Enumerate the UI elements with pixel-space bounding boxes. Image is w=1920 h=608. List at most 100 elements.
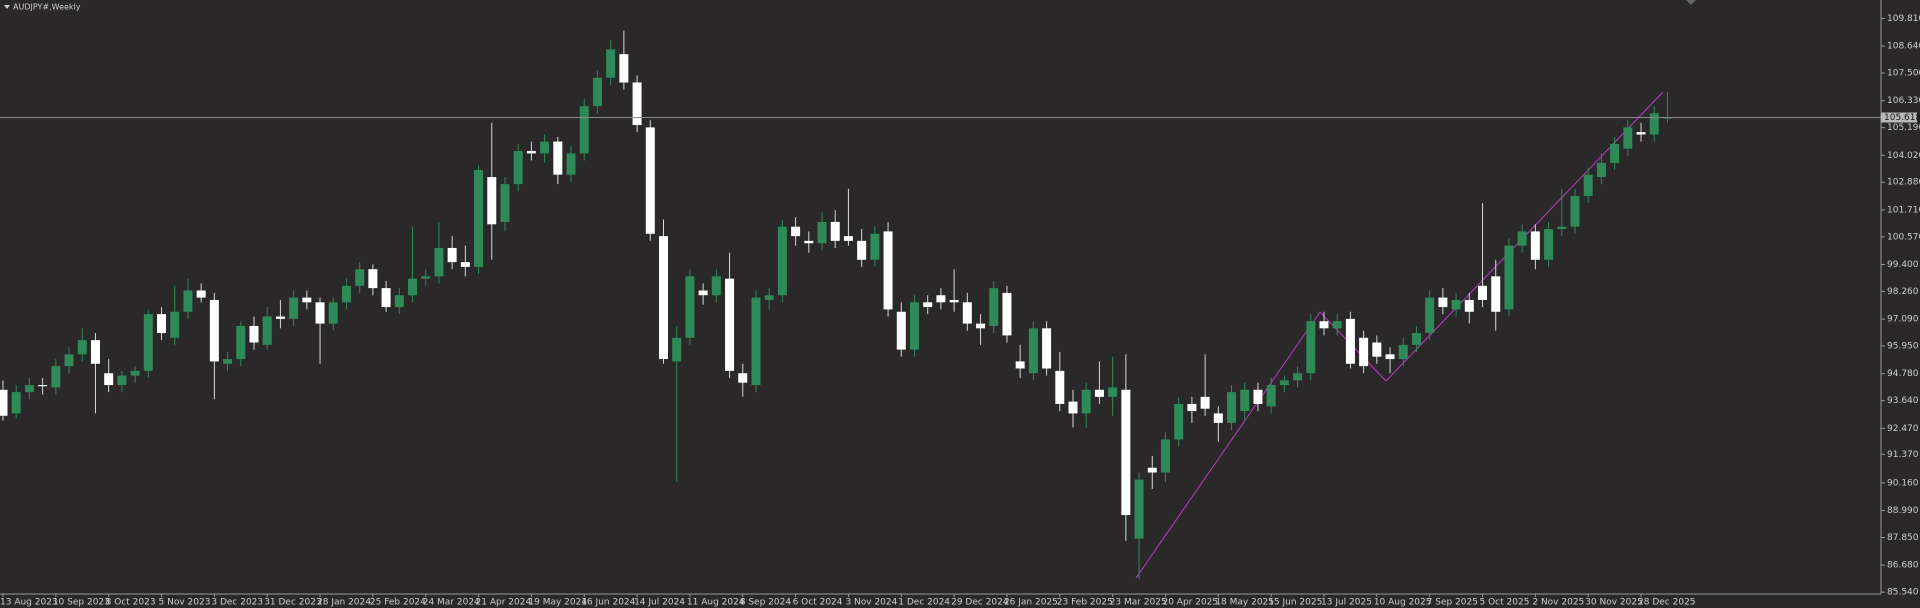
- y-tick-label: 107.500: [1887, 69, 1920, 79]
- x-tick-label: 10 Aug 2025: [1374, 598, 1432, 608]
- candle-body: [738, 373, 748, 383]
- y-tick-label: 97.090: [1887, 315, 1919, 325]
- candle-body: [685, 276, 695, 338]
- candle-body: [302, 297, 312, 303]
- candle-body: [1134, 479, 1144, 539]
- y-tick-label: 86.680: [1887, 561, 1919, 571]
- candle-body: [1636, 132, 1646, 135]
- candle-body: [1464, 299, 1474, 312]
- candle-body: [592, 77, 602, 107]
- candle-body: [1042, 328, 1052, 369]
- y-tick-label: 101.710: [1887, 205, 1920, 215]
- candle-body: [1147, 467, 1157, 473]
- x-tick-label: 19 May 2024: [528, 598, 587, 608]
- candle-body: [1583, 174, 1593, 196]
- candle-body: [1055, 370, 1065, 404]
- candle-body: [1372, 342, 1382, 357]
- candle-body: [1174, 403, 1184, 440]
- candle-body: [1385, 354, 1395, 360]
- x-tick-label: 23 Mar 2025: [1110, 598, 1167, 608]
- candle-body: [447, 247, 457, 263]
- candle-body: [368, 269, 378, 289]
- candle-body: [1200, 396, 1210, 409]
- candle-body: [791, 226, 801, 237]
- candle-body: [1121, 389, 1131, 516]
- candle-body: [1478, 285, 1488, 300]
- candle-body: [606, 49, 616, 78]
- candle-body: [1094, 389, 1104, 397]
- candle-body: [764, 295, 774, 300]
- candle-body: [751, 297, 761, 386]
- candle-body: [1451, 299, 1461, 310]
- y-tick-label: 100.570: [1887, 232, 1920, 242]
- x-tick-label: 11 Aug 2024: [687, 598, 745, 608]
- candle-body: [1332, 321, 1342, 329]
- x-tick-label: 25 Feb 2024: [370, 598, 426, 608]
- candle-body: [289, 297, 299, 319]
- candle-body: [1213, 413, 1223, 423]
- candle-body: [909, 302, 919, 350]
- candle-body: [711, 276, 721, 296]
- x-tick-label: 31 Dec 2023: [264, 598, 322, 608]
- candle-body: [104, 373, 114, 386]
- candle-body: [236, 325, 246, 360]
- x-tick-label: 3 Nov 2024: [845, 598, 897, 608]
- y-tick-label: 109.810: [1887, 14, 1920, 24]
- x-tick-label: 7 Sep 2025: [1427, 598, 1478, 608]
- candle-body: [1623, 127, 1633, 149]
- candle-body: [117, 375, 127, 386]
- candle-body: [1028, 328, 1038, 374]
- shift-marker: [1686, 0, 1696, 5]
- candle-body: [315, 302, 325, 324]
- candle-body: [1160, 439, 1170, 473]
- candle-body: [460, 262, 470, 267]
- x-tick-label: 13 Jul 2025: [1321, 598, 1372, 608]
- x-tick-label: 1 Dec 2024: [898, 598, 950, 608]
- chart-title: AUDJPY#,Weekly: [13, 3, 81, 12]
- candle-body: [698, 290, 708, 296]
- x-tick-label: 13 Aug 2023: [0, 598, 58, 608]
- candle-body: [249, 325, 259, 343]
- candle-body: [0, 389, 8, 416]
- y-tick-label: 92.470: [1887, 424, 1919, 434]
- candle-body: [143, 314, 153, 371]
- x-tick-label: 3 Dec 2023: [211, 598, 263, 608]
- menu-arrow[interactable]: [4, 5, 10, 9]
- y-tick-label: 105.190: [1887, 123, 1920, 133]
- candle-body: [434, 247, 444, 277]
- candle-body: [513, 151, 523, 185]
- candle-body: [24, 385, 34, 393]
- x-tick-label: 5 Nov 2023: [159, 598, 211, 608]
- candle-body: [817, 221, 827, 244]
- candle-body: [1081, 389, 1091, 414]
- y-tick-label: 85.540: [1887, 588, 1919, 598]
- current-price-box: [1881, 112, 1917, 123]
- candle-body: [804, 240, 814, 244]
- candle-body: [196, 290, 206, 298]
- candle-body: [659, 236, 668, 360]
- candle-body: [38, 385, 48, 387]
- candle-body: [1345, 318, 1355, 364]
- candle-body: [526, 151, 536, 154]
- candle-body: [1306, 321, 1316, 374]
- candle-body: [1557, 226, 1567, 230]
- candle-body: [275, 316, 285, 319]
- x-tick-label: 16 Jun 2024: [581, 598, 635, 608]
- candle-body: [157, 314, 167, 334]
- candle-body: [989, 288, 999, 326]
- x-tick-label: 30 Nov 2025: [1585, 598, 1643, 608]
- candle-body: [1491, 276, 1501, 312]
- candle-body: [923, 302, 933, 308]
- candle-body: [843, 236, 853, 241]
- y-tick-label: 106.330: [1887, 96, 1920, 106]
- x-tick-label: 24 Mar 2024: [423, 598, 480, 608]
- candle-body: [1438, 297, 1448, 308]
- candle-body: [672, 337, 682, 362]
- y-tick-label: 90.160: [1887, 478, 1919, 488]
- candle-body: [1293, 373, 1303, 381]
- candle-body: [1319, 321, 1329, 329]
- candle-body: [487, 177, 497, 225]
- candle-body: [645, 127, 655, 234]
- candle-body: [328, 302, 338, 324]
